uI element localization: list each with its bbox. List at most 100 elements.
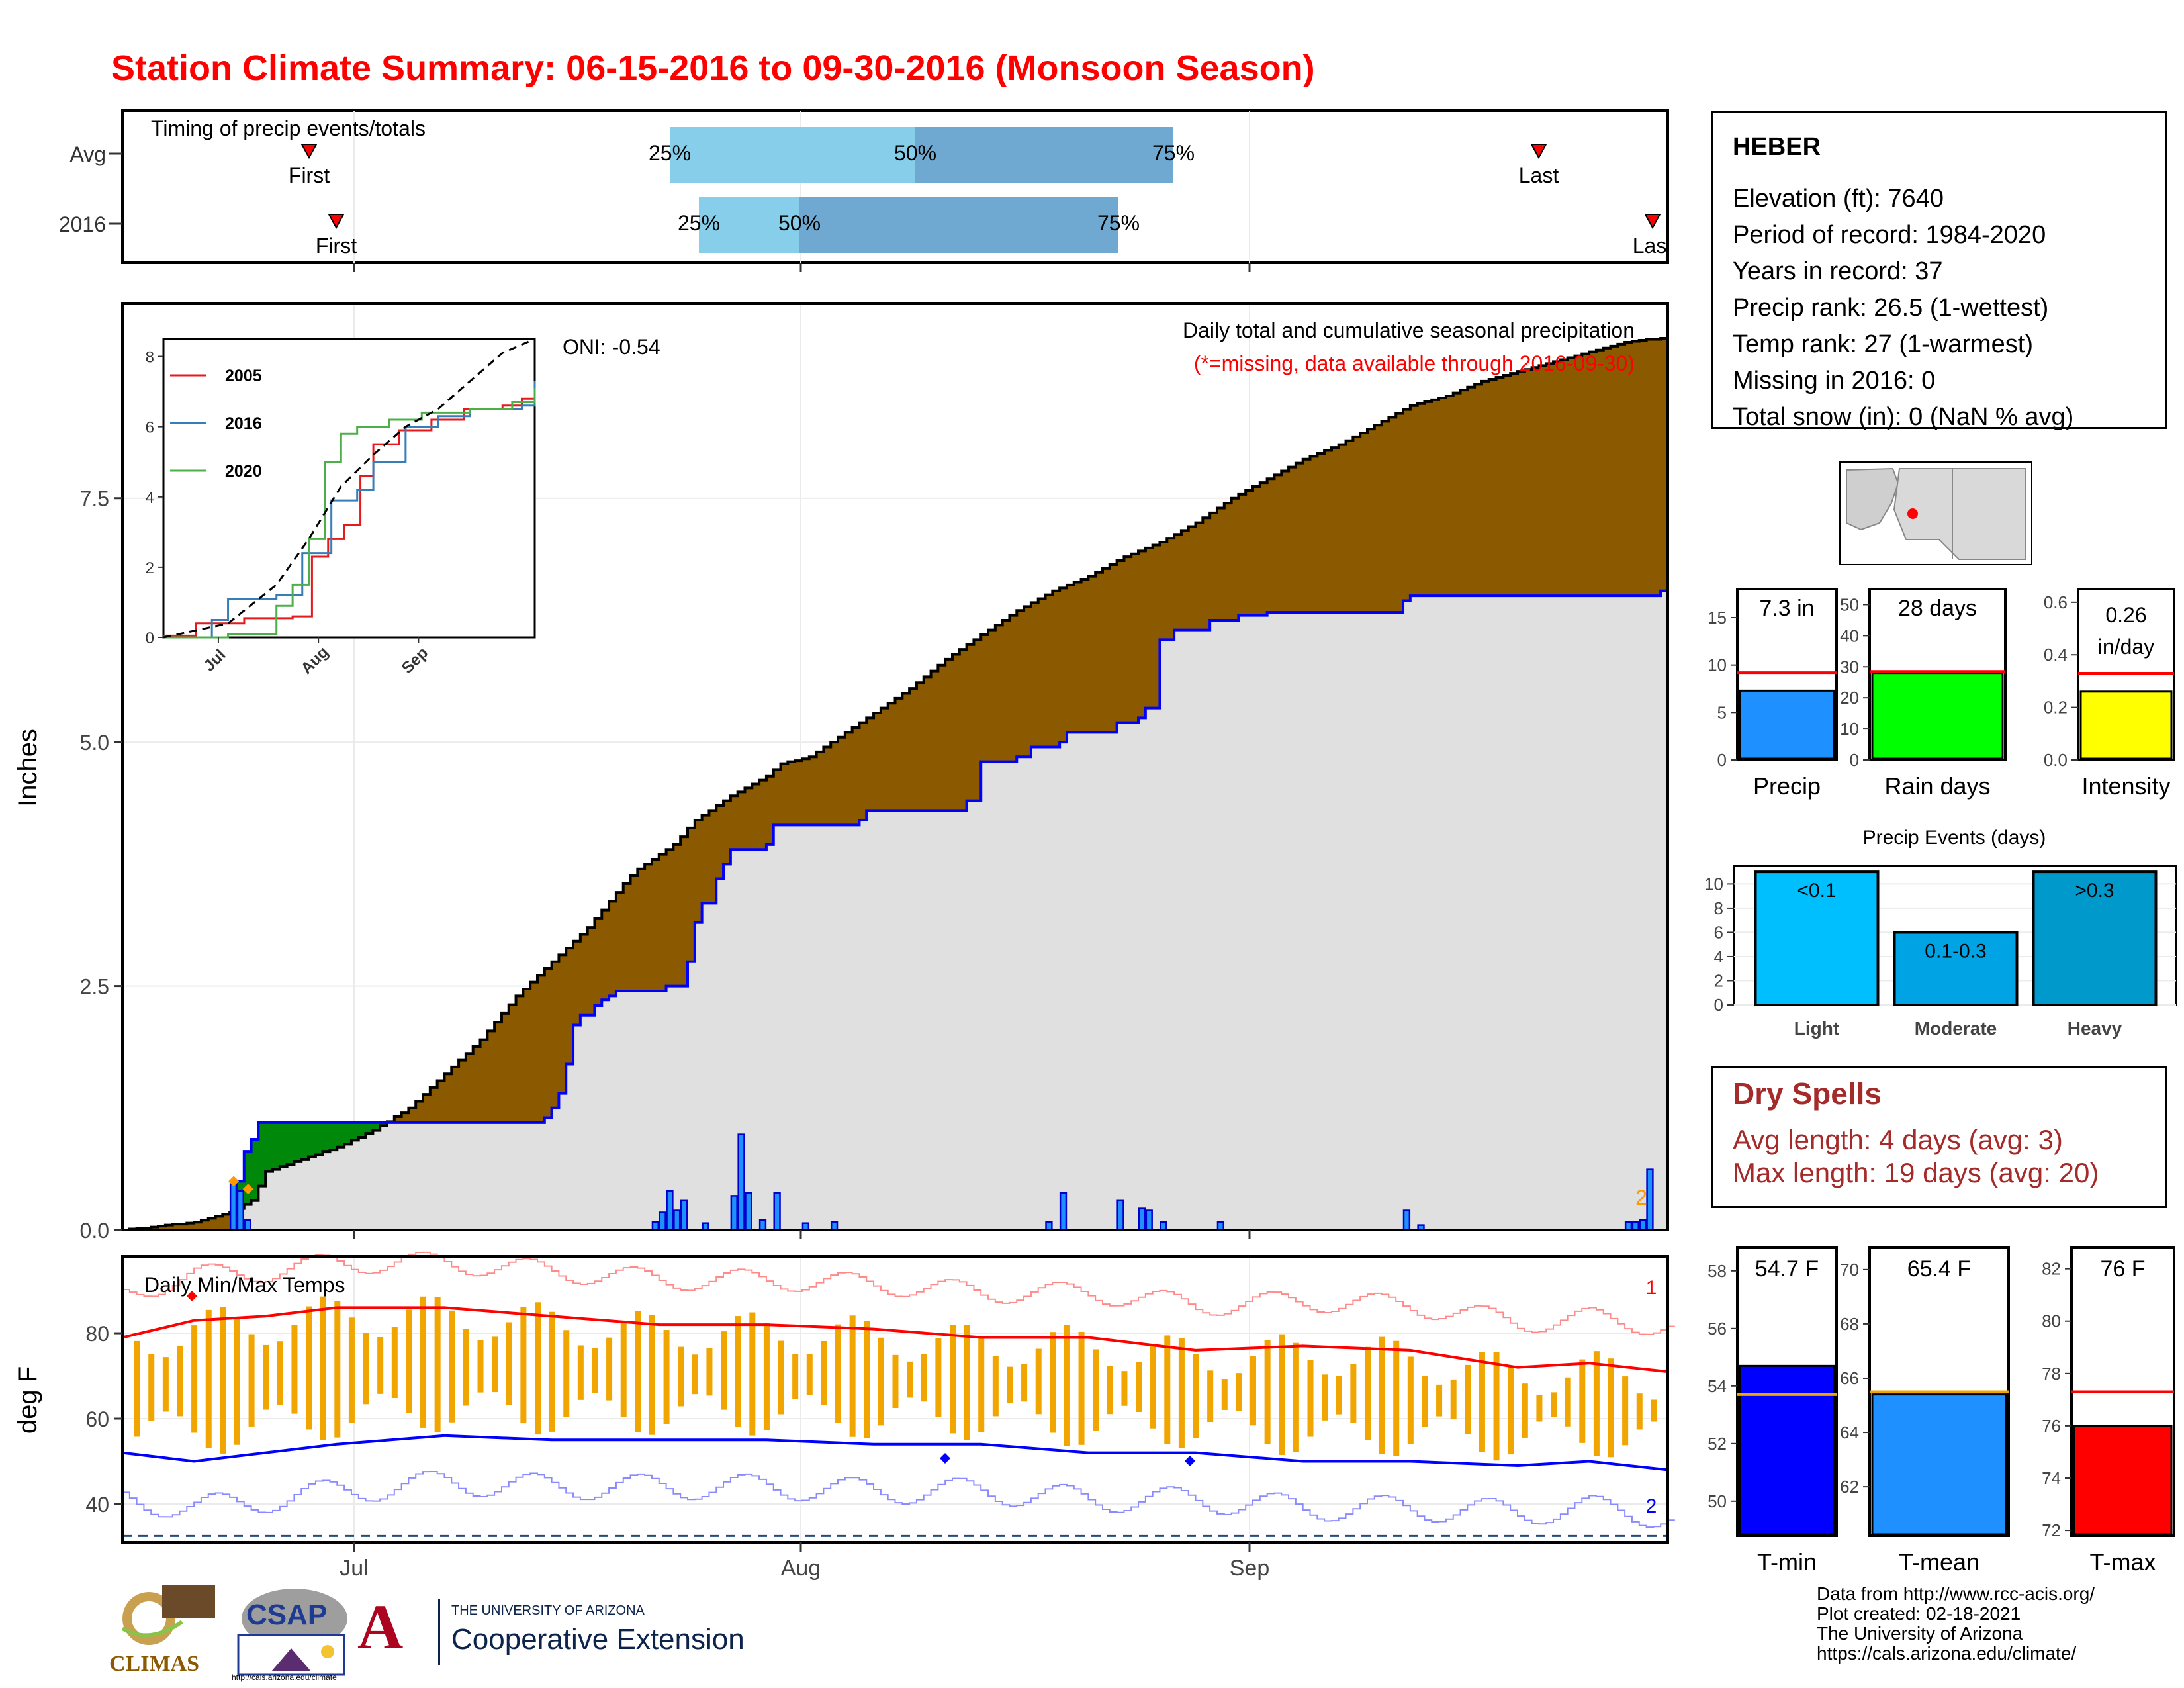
precip-diff-band	[308, 1122, 316, 1157]
precip-diff-band	[244, 1152, 252, 1205]
precip-diff-band	[537, 975, 545, 1123]
precip-diff-band	[981, 635, 989, 762]
precip-diff-band	[916, 682, 925, 811]
precip-diff-band	[1188, 526, 1197, 630]
precip-diff-band	[838, 737, 846, 825]
events-x-label: Light	[1794, 1018, 1839, 1039]
csap-logo: CSAP http://cals.arizona.edu/climate	[232, 1585, 351, 1685]
temp-daily-range-bar	[1465, 1364, 1471, 1435]
tmean-y-tick-label: 66	[1840, 1368, 1859, 1388]
events-y-tick-label: 10	[1704, 874, 1723, 894]
climas-logo-text: CLIMAS	[109, 1652, 200, 1676]
timing-p50-label: 50%	[894, 141, 936, 165]
precip-diff-band	[988, 630, 996, 762]
precip-diff-band	[1066, 585, 1075, 733]
precip-diff-band	[931, 671, 938, 811]
tmin-y-tick-label: 54	[1707, 1376, 1727, 1396]
precip-diff-band	[1024, 606, 1032, 757]
temp-daily-range-bar	[1236, 1373, 1242, 1411]
temp-daily-range-bar	[620, 1321, 627, 1418]
temp-daily-range-bar	[1136, 1362, 1142, 1412]
temp-daily-range-bar	[1593, 1351, 1600, 1456]
temp-daily-range-bar	[391, 1327, 398, 1399]
tmax-value-label: 76 F	[2100, 1256, 2145, 1282]
precip-diff-band	[723, 800, 731, 865]
precip-diff-band	[780, 763, 788, 825]
tmean-axis-label: T-mean	[1899, 1548, 1979, 1575]
events-y-tick-label: 0	[1714, 995, 1723, 1015]
precip-diff-band	[523, 989, 531, 1123]
precip-y-tick-label: 0	[1717, 750, 1727, 770]
tmax-axis-label: T-max	[2089, 1548, 2156, 1575]
precip-diff-band	[630, 876, 638, 991]
precip-diff-band	[1646, 339, 1654, 596]
precip-diff-band	[358, 1122, 367, 1137]
precip-diff-band	[444, 1074, 452, 1123]
precip-diff-band	[709, 810, 717, 904]
temp-daily-range-bar	[1407, 1356, 1414, 1444]
precip-diff-band	[995, 625, 1003, 762]
precip-diff-band	[1625, 342, 1633, 596]
tmax-y-tick-label: 74	[2042, 1468, 2061, 1488]
precip-diff-band	[1088, 576, 1096, 733]
tmean-value-bar	[1871, 1393, 2007, 1536]
precip-daily-bar	[1145, 1209, 1153, 1231]
timing-clip	[1669, 111, 1709, 263]
precip-diff-band	[587, 927, 596, 1015]
station-map	[1839, 461, 2032, 565]
precip-diff-band	[880, 708, 889, 811]
temp-min-count: 2	[1646, 1495, 1657, 1517]
precip-diff-band	[1560, 359, 1569, 596]
precip-diff-band	[1274, 475, 1282, 613]
precip-diff-band	[823, 747, 831, 825]
precip-diff-band	[1281, 471, 1289, 613]
precip-diff-band	[874, 712, 882, 811]
temp-daily-range-bar	[835, 1324, 842, 1423]
precip-diff-band	[473, 1046, 481, 1123]
temp-daily-range-bar	[849, 1315, 856, 1437]
precip-diff-band	[1439, 397, 1447, 596]
temp-daily-range-bar	[1007, 1366, 1013, 1403]
precip-diff-band	[801, 759, 810, 825]
temp-daily-range-bar	[792, 1354, 799, 1399]
precip-diff-band	[1060, 588, 1068, 743]
intensity-value-label-2: in/day	[2098, 635, 2154, 659]
temp-daily-range-bar	[549, 1311, 555, 1432]
timing-first-marker	[300, 144, 318, 160]
precip-diff-band	[745, 788, 752, 850]
temp-daily-range-bar	[1250, 1356, 1257, 1426]
temp-daily-range-bar	[363, 1333, 369, 1405]
temp-daily-range-bar	[1579, 1359, 1586, 1443]
tmax-value-bar	[2073, 1425, 2173, 1536]
precip-diff-band	[1546, 363, 1554, 596]
precip-diff-band	[1253, 487, 1261, 616]
precip-missing-marker: 2	[1635, 1186, 1647, 1209]
intensity-y-tick-label: 0.2	[2044, 698, 2068, 718]
credit-url: https://cals.arizona.edu/climate/	[1817, 1643, 2077, 1664]
precip-panel-frame	[121, 302, 1669, 1231]
precip-daily-bar	[1116, 1199, 1124, 1231]
temp-daily-range-bar	[1193, 1354, 1199, 1438]
precip-diff-band	[651, 859, 660, 991]
temp-daily-range-bar	[678, 1346, 684, 1407]
temp-daily-range-bar	[1035, 1348, 1042, 1415]
credit-univ: The University of Arizona	[1817, 1623, 2023, 1644]
precip-daily-bar	[229, 1180, 238, 1231]
oni-label: ONI: -0.54	[563, 335, 660, 359]
temp-daily-range-bar	[520, 1307, 527, 1424]
precip-diff-band	[902, 693, 910, 811]
intensity-value-label-1: 0.26	[2105, 603, 2146, 627]
precip-diff-band	[866, 718, 874, 811]
ua-logo: A THE UNIVERSITY OF ARIZONA Cooperative …	[357, 1591, 754, 1675]
precip-diff-band	[508, 1004, 517, 1123]
csap-logo-text: CSAP	[246, 1599, 328, 1631]
precip-y-tick-label: 15	[1707, 608, 1727, 628]
temp-daily-range-bar	[134, 1340, 140, 1437]
precip-diff-band	[1210, 512, 1218, 620]
ua-logo-line1: THE UNIVERSITY OF ARIZONA	[451, 1603, 645, 1618]
precip-diff-band	[287, 1122, 295, 1165]
temp-daily-range-bar	[1279, 1334, 1285, 1455]
precip-diff-band	[1081, 579, 1089, 733]
temp-panel-frame	[121, 1255, 1669, 1544]
temp-daily-range-bar	[1551, 1392, 1557, 1417]
